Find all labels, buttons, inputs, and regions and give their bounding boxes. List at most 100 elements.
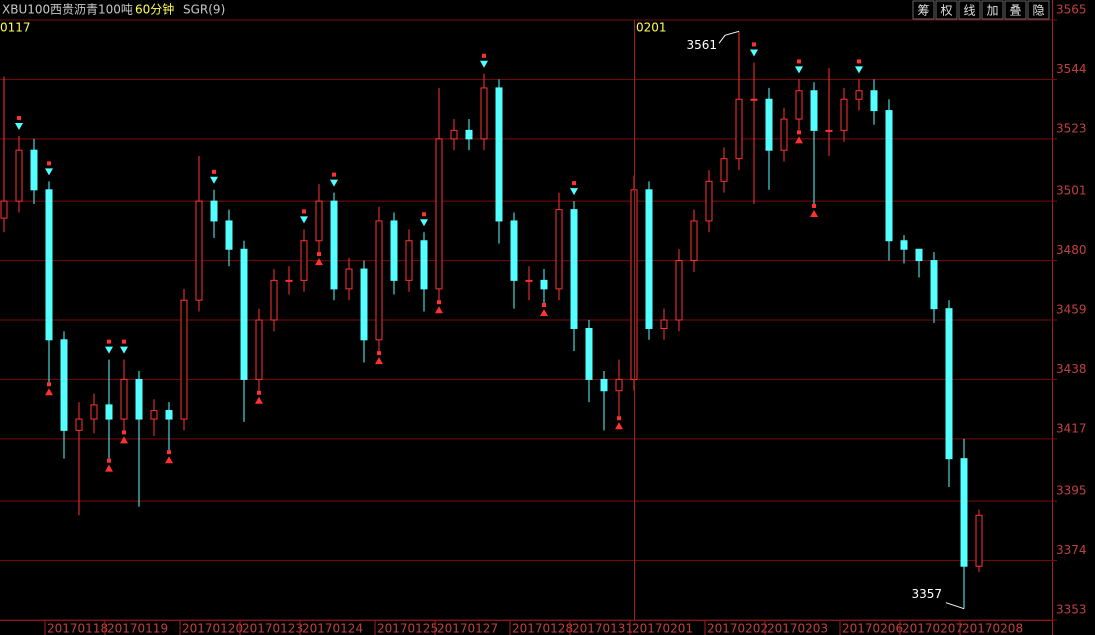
candle-body [765, 98, 773, 151]
candle-body [75, 418, 83, 431]
candle-body [195, 200, 203, 301]
candle-body [240, 248, 248, 380]
buy-signal [255, 396, 263, 404]
contract-name: 西贵沥青100吨 [50, 3, 133, 17]
candle-body [180, 299, 188, 420]
buy-signal [165, 456, 173, 464]
candle-body [150, 410, 158, 420]
candle-body [690, 220, 698, 262]
period: 60分钟 [135, 2, 174, 17]
y-tick-label: 3523 [1056, 121, 1087, 135]
period-label: 0117 [0, 21, 31, 35]
buy-dot [122, 430, 126, 435]
buy-signal [45, 388, 53, 396]
candle-body [585, 327, 593, 380]
toolbar-button[interactable] [958, 0, 981, 20]
y-tick-label: 3374 [1056, 543, 1087, 557]
sell-signal [15, 123, 23, 131]
sell-signal [420, 219, 428, 227]
candle-body [360, 268, 368, 341]
buy-signal [120, 436, 128, 444]
sell-dot [122, 339, 126, 344]
toolbar-button-label[interactable]: 权 [940, 4, 952, 18]
candle-body [525, 279, 533, 282]
candle-body [405, 240, 413, 281]
candle-body [315, 200, 323, 242]
candle-body [45, 189, 53, 341]
x-tick-label: 20170203 [767, 622, 828, 635]
candle-body [975, 514, 983, 567]
y-tick-label: 3438 [1056, 362, 1087, 376]
sell-signal [210, 176, 218, 184]
buy-signal [615, 422, 623, 430]
sell-dot [752, 42, 756, 47]
sell-dot [572, 181, 576, 186]
candle-body [30, 149, 38, 191]
candle-body [480, 87, 488, 140]
candle-body [540, 279, 548, 290]
toolbar-button-label[interactable]: 线 [963, 4, 975, 18]
candle-body [210, 200, 218, 222]
candle-body [390, 220, 398, 281]
candle-body [450, 129, 458, 140]
candle-body [840, 98, 848, 131]
candle-body [120, 378, 128, 420]
symbol: XBU100 [2, 3, 50, 17]
sell-signal [105, 346, 113, 354]
toolbar-button[interactable] [1004, 0, 1027, 20]
sell-dot [857, 59, 861, 64]
toolbar-button-label[interactable]: 加 [986, 4, 998, 18]
buy-dot [317, 252, 321, 257]
candle-body [555, 209, 563, 290]
candle-body [675, 260, 683, 321]
x-tick-label: 20170207 [902, 622, 963, 635]
sell-dot [482, 53, 486, 58]
sell-dot [422, 212, 426, 217]
candle-body [825, 129, 833, 132]
buy-dot [167, 450, 171, 455]
buy-dot [377, 351, 381, 356]
sell-signal [120, 346, 128, 354]
buy-signal [315, 258, 323, 266]
candle-body [900, 240, 908, 250]
candle-body [165, 410, 173, 420]
x-tick-label: 20170123 [242, 622, 303, 635]
sell-signal [795, 66, 803, 74]
buy-dot [257, 390, 261, 395]
candle-body [285, 279, 293, 282]
candle-body [855, 90, 863, 100]
candle-body [345, 268, 353, 290]
y-tick-label: 3459 [1056, 303, 1087, 317]
candle-body [795, 90, 803, 120]
buy-signal [435, 306, 443, 314]
sell-dot [47, 161, 51, 166]
candle-body [870, 90, 878, 112]
sell-dot [17, 116, 21, 121]
x-tick-label: 20170124 [302, 622, 363, 635]
high-annotation: 3561 [686, 38, 717, 52]
sell-signal [480, 60, 488, 68]
candle-body [225, 220, 233, 250]
toolbar-button-label[interactable]: 筹 [917, 4, 929, 18]
toolbar-button[interactable] [935, 0, 958, 20]
candle-body [105, 404, 113, 420]
buy-dot [797, 130, 801, 135]
toolbar-button[interactable] [912, 0, 935, 20]
toolbar-button-label[interactable]: 叠 [1009, 4, 1021, 18]
candle-body [465, 129, 473, 140]
toolbar-button[interactable] [981, 0, 1004, 20]
buy-signal [810, 209, 818, 217]
candle-body [0, 200, 8, 219]
sell-dot [332, 172, 336, 177]
x-tick-label: 20170125 [377, 622, 438, 635]
candle-body [495, 87, 503, 222]
toolbar-button-label[interactable]: 隐 [1032, 4, 1044, 18]
x-tick-label: 20170118 [47, 622, 108, 635]
buy-dot [542, 303, 546, 308]
toolbar-button[interactable] [1027, 0, 1050, 20]
candle-body [60, 339, 68, 431]
candle-body [945, 308, 953, 460]
candle-body [255, 319, 263, 380]
